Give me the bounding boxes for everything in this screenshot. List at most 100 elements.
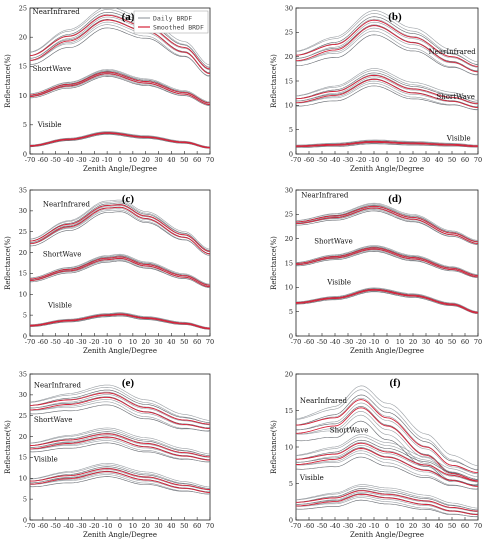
daily-brdf-line [30, 260, 210, 288]
x-tick-label: 0 [118, 338, 122, 346]
daily-brdf-line [296, 139, 478, 146]
y-tick-label: 0 [289, 332, 293, 340]
x-tick-label: 50 [180, 156, 188, 164]
smoothed-brdf-line [30, 468, 210, 490]
daily-brdf-line [30, 472, 210, 493]
y-tick-label: 0 [23, 516, 27, 524]
chart-panel-2: 0 5 10 15 20 25 30 -70 -60 -50 -40 -30 -20 -10 0 10 20 30… [270, 4, 482, 173]
x-tick-label: 60 [461, 338, 469, 346]
daily-brdf-line [30, 8, 210, 66]
daily-brdf-line [296, 250, 478, 278]
x-tick-label: -10 [102, 522, 112, 530]
daily-brdf-line [296, 16, 478, 65]
daily-brdf-line [30, 75, 210, 106]
y-axis-label: Reflectance(%) [270, 236, 278, 290]
daily-brdf-line [296, 21, 478, 68]
y-axis-label: Reflectance(%) [270, 420, 278, 474]
x-tick-label: 60 [461, 522, 469, 530]
daily-brdf-line [30, 463, 210, 488]
daily-brdf-line [296, 484, 478, 509]
smoothed-brdf-line [30, 392, 210, 425]
y-tick-label: 15 [19, 270, 27, 278]
x-tick-label: -10 [102, 156, 112, 164]
x-tick-label: 50 [448, 522, 456, 530]
smoothed-brdf-line [30, 313, 210, 329]
y-tick-label: 15 [19, 63, 27, 71]
daily-brdf-line [296, 452, 478, 490]
band-label-shortwave: ShortWave [34, 416, 73, 424]
y-tick-label: 5 [23, 311, 27, 319]
y-tick-label: 25 [285, 211, 293, 219]
daily-brdf-line [296, 245, 478, 275]
x-tick-label: -50 [317, 156, 327, 164]
daily-brdf-line [296, 436, 478, 480]
y-tick-label: 30 [285, 4, 293, 12]
x-tick-label: -40 [63, 156, 73, 164]
y-tick-label: 5 [289, 308, 293, 316]
smoothed-brdf-line [30, 71, 210, 104]
y-tick-label: 15 [285, 259, 293, 267]
daily-brdf-line [296, 444, 478, 483]
panel-label: (b) [388, 11, 402, 23]
y-tick-label: 5 [23, 495, 27, 503]
x-tick-label: 0 [118, 156, 122, 164]
y-tick-label: 15 [19, 454, 27, 462]
daily-brdf-line [30, 201, 210, 251]
x-tick-label: 10 [396, 338, 404, 346]
smoothed-brdf-line [30, 204, 210, 252]
y-axis-label: Reflectance(%) [4, 420, 12, 474]
daily-brdf-line [296, 402, 478, 475]
daily-brdf-line [30, 401, 210, 432]
x-tick-label: -20 [356, 156, 366, 164]
y-tick-label: 15 [285, 77, 293, 85]
daily-brdf-line [296, 389, 478, 471]
y-tick-label: 10 [19, 475, 27, 483]
daily-brdf-line [296, 250, 478, 278]
daily-brdf-line [30, 16, 210, 70]
y-tick-label: 5 [23, 121, 27, 129]
smoothed-brdf-line [30, 132, 210, 148]
x-tick-label: 40 [435, 338, 443, 346]
band-label-shortwave: ShortWave [330, 426, 369, 434]
chart-panel-3: 0 5 10 15 20 25 30 35 -70 -60 -50 -40 -30 -20 -10 0 10 20… [4, 186, 214, 355]
daily-brdf-line [296, 76, 478, 105]
legend-daily-label: Daily BRDF [153, 14, 192, 22]
smoothed-brdf-line [30, 256, 210, 286]
band-label-nearinfrared: NearInfrared [301, 191, 349, 199]
x-tick-label: -40 [330, 338, 340, 346]
smoothed-brdf-line [30, 132, 210, 149]
x-tick-label: -20 [356, 522, 366, 530]
daily-brdf-line [30, 466, 210, 489]
curves [296, 385, 478, 518]
panel-label: (c) [122, 193, 135, 205]
band-label-nearinfrared: NearInfrared [300, 397, 348, 405]
x-tick-label: 50 [180, 522, 188, 530]
daily-brdf-line [30, 442, 210, 463]
y-axis-label: Reflectance(%) [4, 54, 12, 108]
daily-brdf-line [30, 434, 210, 458]
y-axis-label: Reflectance(%) [270, 54, 278, 108]
daily-brdf-line [296, 491, 478, 512]
smoothed-brdf-line [30, 19, 210, 75]
daily-brdf-line [30, 404, 210, 432]
y-tick-label: 20 [19, 34, 27, 42]
x-tick-label: -20 [89, 156, 99, 164]
y-tick-label: 30 [285, 186, 293, 194]
x-tick-label: 70 [206, 522, 214, 530]
smoothed-brdf-line [30, 436, 210, 461]
smoothed-brdf-line [296, 493, 478, 516]
daily-brdf-line [30, 199, 210, 250]
x-tick-label: 20 [409, 156, 417, 164]
x-tick-label: -70 [291, 522, 301, 530]
smoothed-brdf-line [296, 407, 478, 482]
daily-brdf-line [296, 290, 478, 314]
x-tick-label: -30 [343, 338, 353, 346]
y-tick-label: 5 [289, 126, 293, 134]
chart-panel-1: 0 5 10 15 20 25 -70 -60 -50 -40 -30 -20 -10 0 10 20 30 40… [4, 4, 214, 173]
x-axis-label: Zenith Angle/Degree [83, 531, 157, 539]
x-tick-label: 50 [448, 338, 456, 346]
x-tick-label: -60 [38, 156, 48, 164]
y-tick-label: 20 [285, 53, 293, 61]
daily-brdf-line [296, 450, 478, 487]
